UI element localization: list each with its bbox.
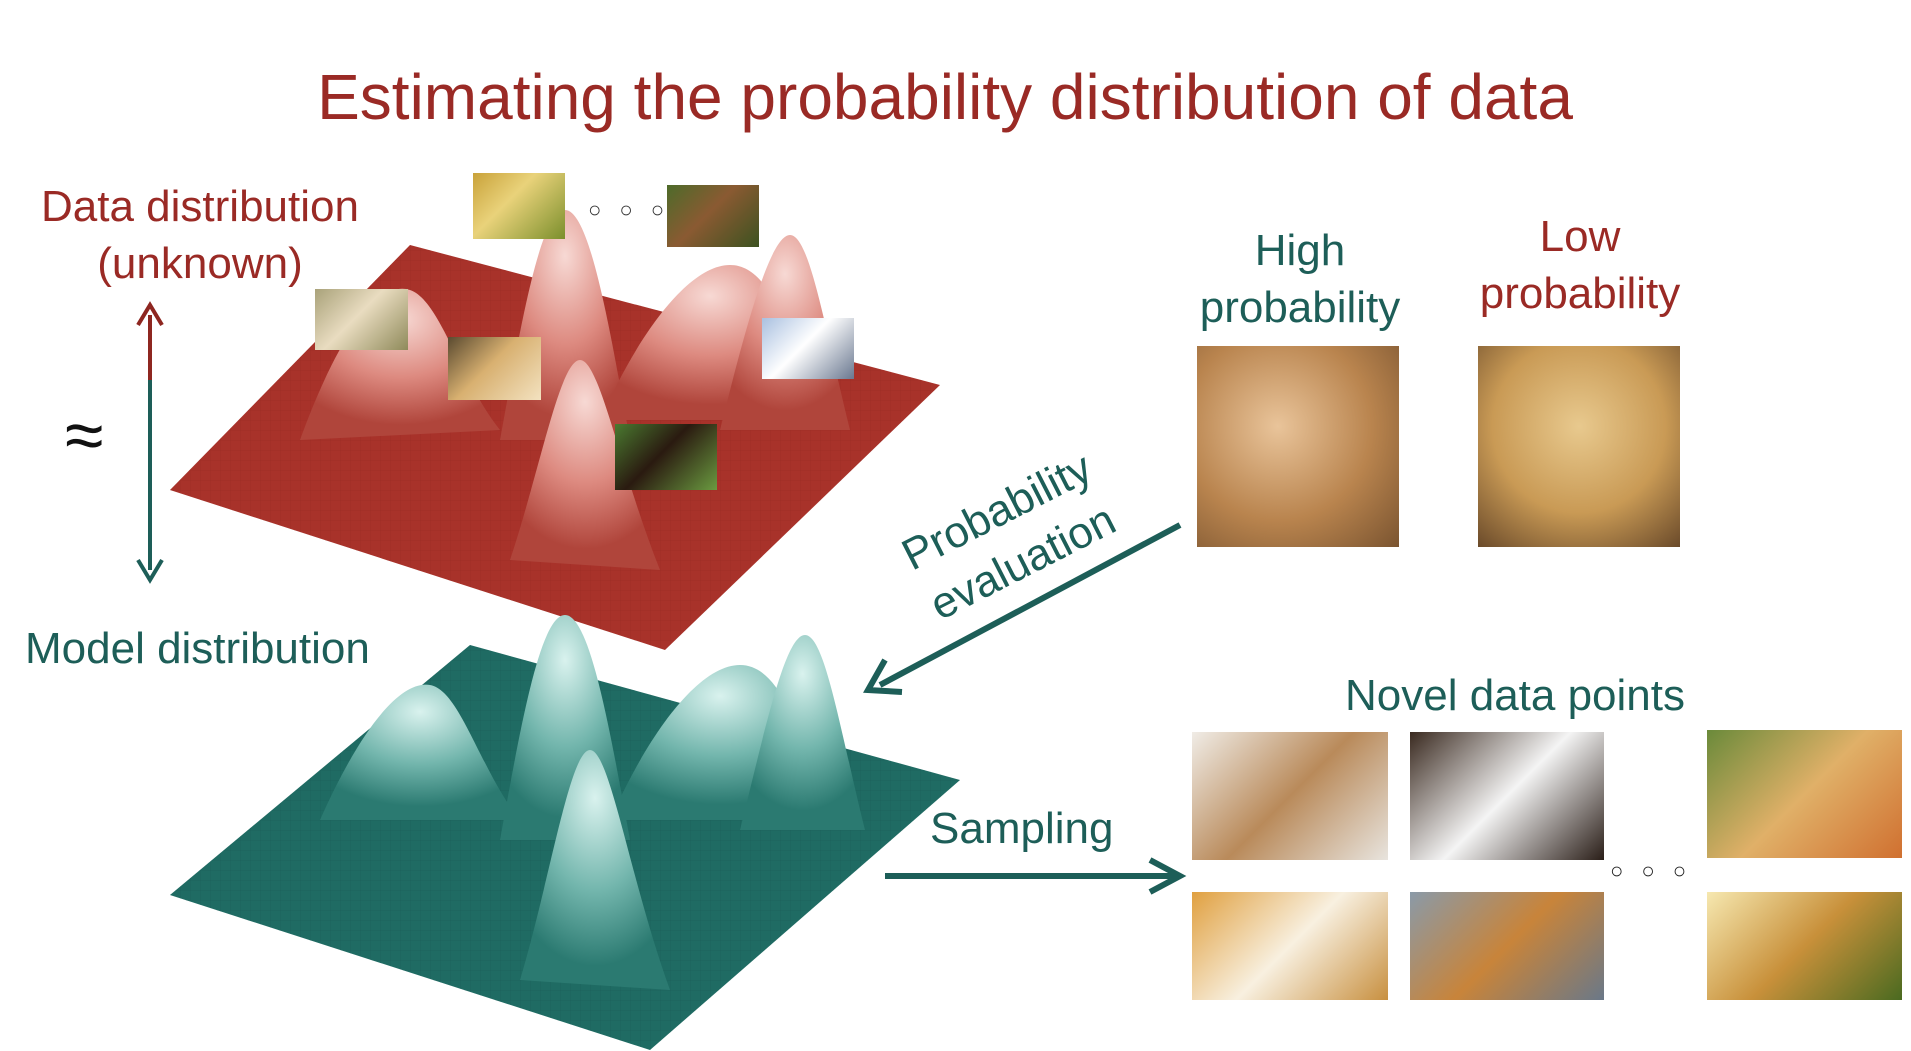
husky-photo [762, 318, 854, 379]
golden-puppy-running-photo [315, 289, 408, 350]
data-distribution-subtext: (unknown) [97, 239, 303, 289]
golden-retriever-lawn-photo [1707, 892, 1902, 1000]
model-distribution-label: Model distribution [25, 624, 370, 673]
data-distribution-text: Data distribution [41, 182, 359, 231]
approx-symbol: ≈ [65, 396, 104, 474]
high-probability-text-1: High [1254, 226, 1346, 275]
white-puppy-photo [1192, 892, 1388, 1000]
evaluation-arrow [878, 522, 1182, 688]
golden-puppy-grass-photo [1707, 730, 1902, 858]
low-probability-label: Low probability [1460, 208, 1700, 322]
chihuahua-face-photo [1197, 346, 1399, 547]
high-probability-label: High probability [1180, 222, 1420, 336]
novel-data-points-label: Novel data points [1345, 671, 1685, 720]
pomeranian-photo [473, 173, 565, 239]
blueberry-muffin-photo [1478, 346, 1680, 547]
model-distribution-surface [170, 615, 960, 1050]
golden-retriever-photo [448, 337, 541, 400]
low-probability-text-2: probability [1479, 269, 1681, 319]
data-distribution-label: Data distribution (unknown) [20, 178, 380, 292]
white-dog-photo [1410, 732, 1604, 860]
rottweiler-photo [615, 424, 717, 490]
brown-puppy-photo [667, 185, 759, 247]
cavapoo-photo [1192, 732, 1388, 860]
ellipsis-samples: ○ ○ ○ [1610, 858, 1693, 883]
page-title: Estimating the probability distribution … [317, 61, 1573, 133]
ellipsis-top: ○ ○ ○ [588, 197, 671, 222]
sampling-label: Sampling [930, 804, 1114, 853]
high-probability-text-2: probability [1199, 283, 1401, 333]
low-probability-text-1: Low [1539, 212, 1621, 261]
golden-puppy-rug-photo [1410, 892, 1604, 1000]
